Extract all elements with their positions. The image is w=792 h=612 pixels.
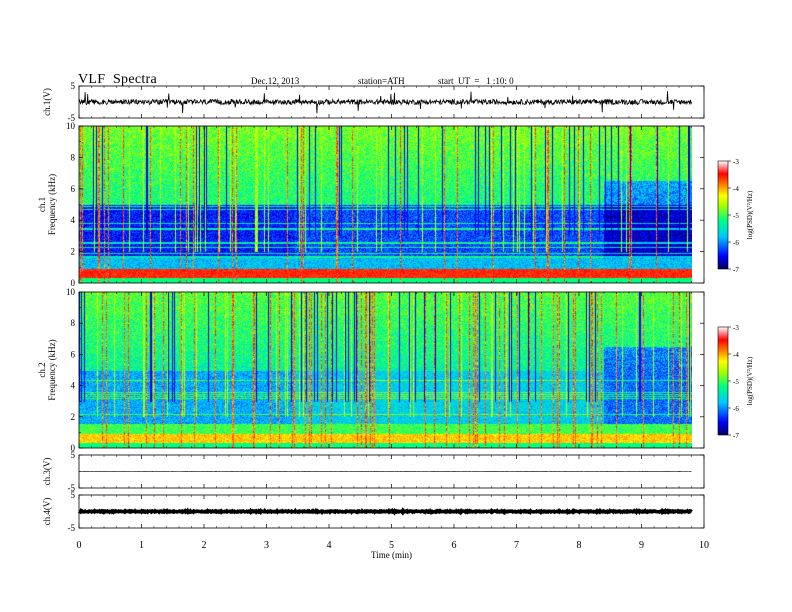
ch2-spectrogram-ytick-label: 2 (71, 412, 76, 422)
x-tick-label: 10 (699, 540, 709, 551)
ch1-spectrogram-colorbar-tick-label: -6 (733, 239, 739, 247)
ch3-waveform-ytick-label: -5 (68, 483, 76, 493)
ch2-spectrogram-colorbar-tick-label: -5 (733, 378, 739, 386)
ch1-waveform-ylabel: ch.1(V) (42, 88, 52, 116)
ch1-spectrogram-ytick-label: 4 (71, 215, 76, 225)
ch1-spectrogram-colorbar-tick-label: -5 (733, 212, 739, 220)
x-axis-title: Time (min) (371, 550, 412, 560)
ch2-spectrogram-ytick-label: 6 (71, 349, 76, 359)
station-label: station=ATH (358, 76, 405, 86)
ch2-spectrogram-ytick-label: 8 (71, 318, 76, 328)
ch2-spectrogram-ylabel: Frequency (kHz) (47, 339, 57, 400)
x-tick-label: 4 (327, 540, 332, 551)
x-tick-label: 3 (264, 540, 269, 551)
x-tick-label: 2 (202, 540, 207, 551)
ch4-waveform-trace (77, 507, 693, 516)
x-tick-label: 5 (389, 540, 394, 551)
ch2-spectrogram-colorbar-tick-label: -7 (733, 432, 739, 440)
ch2-spectrogram-colorbar (717, 326, 729, 436)
ch1-waveform-trace (78, 91, 692, 114)
ch2-spectrogram-ylabel: ch.2 (37, 362, 47, 377)
ch1-spectrogram-ylabel: ch.1 (37, 197, 47, 212)
ch2-spectrogram-colorbar-tick-label: -6 (733, 405, 739, 413)
ch4-waveform-ytick-label: -5 (68, 523, 76, 533)
ch1-spectrogram-colorbar-tick-label: -4 (733, 185, 739, 193)
ch3-waveform-ytick-label: 5 (71, 450, 76, 460)
ch4-waveform-ytick-label: 5 (71, 490, 76, 500)
ch1-spectrogram-colorbar-tick-label: -3 (733, 158, 739, 166)
figure-title: VLF Spectra (78, 72, 158, 87)
ch3-waveform-ylabel: ch.3(V) (42, 458, 52, 486)
date-label: Dec.12, 2013 (251, 76, 300, 86)
ch1-spectrogram-ylabel: Frequency (kHz) (47, 174, 57, 235)
ch2-spectrogram-ytick-label: 10 (66, 287, 76, 297)
ch2-spectrogram-ytick-label: 0 (71, 443, 76, 453)
ch1-spectrogram-ytick-label: 0 (71, 278, 76, 288)
x-tick-label: 1 (139, 540, 144, 551)
ch1-spectrogram-ytick-label: 8 (71, 152, 76, 162)
start-time-label: start UT = 1 :10: 0 (438, 76, 514, 86)
ch1-waveform-ytick-label: 5 (71, 81, 76, 91)
ch1-spectrogram-ytick-label: 10 (66, 121, 76, 131)
x-tick-label: 9 (639, 540, 644, 551)
x-tick-label: 8 (577, 540, 582, 551)
ch2-spectrogram-ytick-label: 4 (71, 381, 76, 391)
ch2-spectrogram-colorbar-label: log(PSD)(V²/Hz) (746, 356, 754, 405)
ch1-waveform-ytick-label: -5 (68, 113, 76, 123)
x-tick-label: 6 (452, 540, 457, 551)
ch2-spectrogram-heatmap-image (79, 292, 692, 448)
ch4-waveform-ylabel: ch.4(V) (42, 498, 52, 526)
waveform-layer (77, 91, 693, 516)
ch1-spectrogram-colorbar-tick-label: -7 (733, 266, 739, 274)
ch1-spectrogram-colorbar (717, 160, 729, 270)
x-tick-label: 0 (77, 540, 82, 551)
spectrogram-layer (79, 126, 692, 448)
frames-layer (78, 85, 731, 529)
ch1-spectrogram-ytick-label: 6 (71, 184, 76, 194)
ch2-spectrogram-colorbar-tick-label: -3 (733, 324, 739, 332)
ch1-spectrogram-ytick-label: 2 (71, 247, 76, 257)
x-tick-label: 7 (514, 540, 519, 551)
ch2-spectrogram-colorbar-tick-label: -4 (733, 351, 739, 359)
ch1-spectrogram-colorbar-label: log(PSD)(V²/Hz) (746, 190, 754, 239)
ch1-spectrogram-heatmap-image (79, 126, 692, 283)
